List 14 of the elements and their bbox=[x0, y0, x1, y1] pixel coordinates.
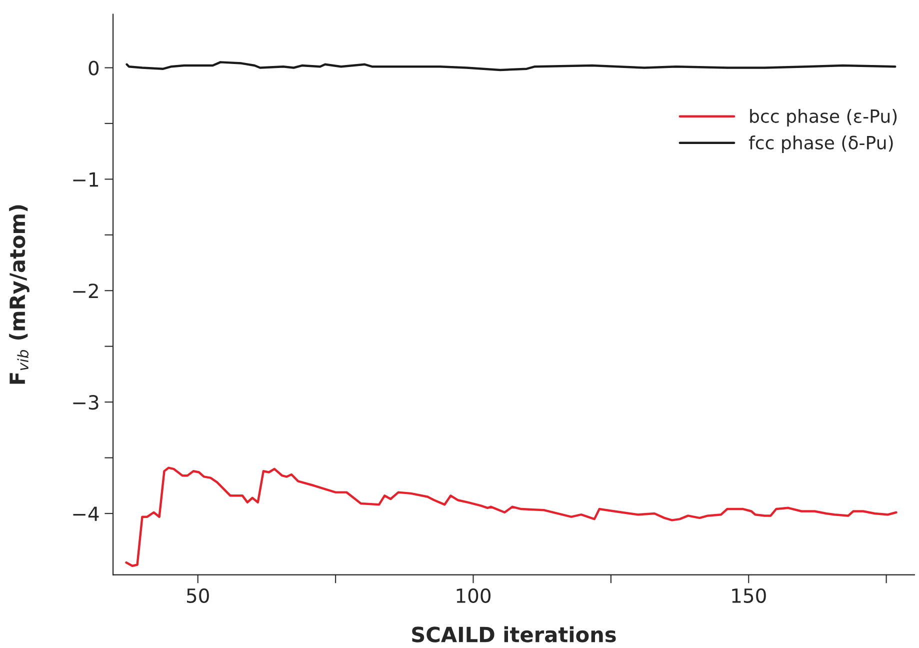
y-axis-title: F$_{vib}$ (mRy/atom) bbox=[9, 205, 30, 384]
legend-label: bcc phase (ε-Pu) bbox=[750, 108, 897, 126]
y-tick-label: −1 bbox=[73, 172, 98, 187]
x-tick-label: 150 bbox=[732, 588, 766, 604]
x-axis-title: SCAILD iterations bbox=[412, 626, 616, 642]
line-series bbox=[125, 466, 898, 567]
x-tick-label: 100 bbox=[456, 588, 491, 604]
y-tick-label: −3 bbox=[73, 395, 98, 410]
y-tick-label: −4 bbox=[73, 506, 99, 521]
legend-label: fcc phase (δ-Pu) bbox=[748, 135, 893, 153]
x-tick-label: 50 bbox=[186, 588, 209, 604]
line-series bbox=[126, 61, 896, 72]
y-tick-label: 0 bbox=[88, 60, 99, 76]
y-tick-label: −2 bbox=[73, 284, 98, 298]
